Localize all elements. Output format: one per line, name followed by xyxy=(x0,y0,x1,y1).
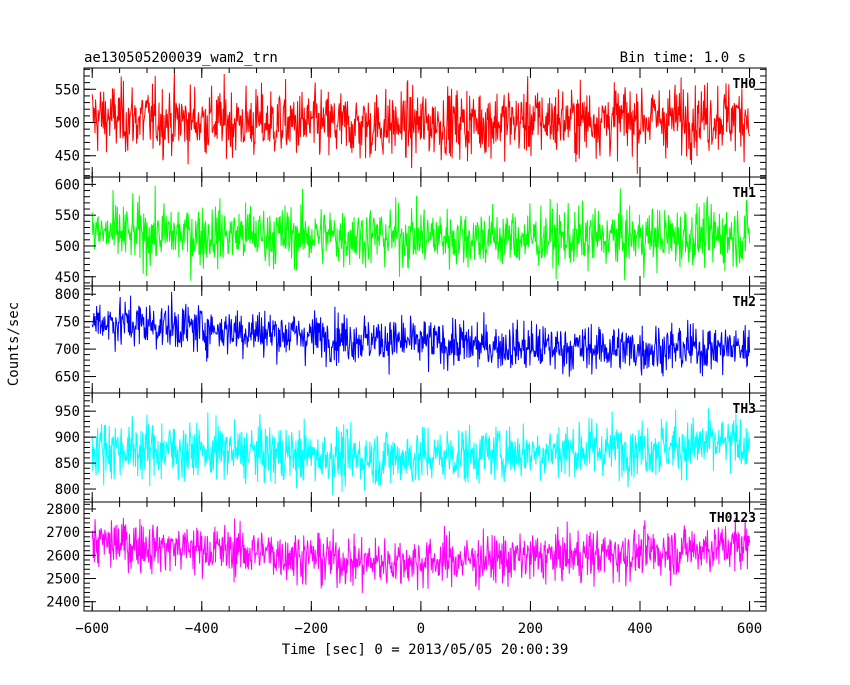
channel-label-th0: TH0 xyxy=(733,77,757,92)
x-tick-label: 0 xyxy=(417,621,425,637)
series-line-th0123 xyxy=(91,517,751,593)
channel-label-th2: TH2 xyxy=(733,295,756,310)
y-tick-label: 2600 xyxy=(46,548,80,564)
y-tick-label: 850 xyxy=(55,456,80,472)
channel-label-th1: TH1 xyxy=(733,186,757,201)
panel-th0: 450 500 550 TH0 xyxy=(55,67,767,178)
channel-label-th0123: TH0123 xyxy=(709,511,756,526)
panel-th2: 650 700 750 800 TH2 xyxy=(55,285,767,394)
y-tick-label: 500 xyxy=(55,116,80,132)
x-tick-label: −600 xyxy=(75,621,109,637)
panels-group: 450 500 550 TH0 450 500 550 600 TH1 650 700 750 800 T… xyxy=(46,67,767,637)
y-tick-label: 550 xyxy=(55,208,80,224)
y-tick-label: 750 xyxy=(55,315,80,331)
x-tick-label: 600 xyxy=(737,621,762,637)
y-tick-label: 450 xyxy=(55,270,80,286)
y-tick-label: 900 xyxy=(55,430,80,446)
x-tick-label: −200 xyxy=(294,621,328,637)
y-tick-label: 600 xyxy=(55,177,80,193)
series-line-th3 xyxy=(91,408,751,496)
channel-label-th3: TH3 xyxy=(733,402,756,417)
y-tick-label: 800 xyxy=(55,287,80,303)
x-tick-label: 200 xyxy=(518,621,543,637)
series-line-th0 xyxy=(91,72,751,174)
panel-th3: 800 850 900 950 TH3 xyxy=(55,392,767,503)
y-tick-label: 700 xyxy=(55,342,80,358)
y-tick-label: 2800 xyxy=(46,502,80,518)
bin-time-label: Bin time: 1.0 s xyxy=(620,50,746,66)
x-axis-label: Time [sec] 0 = 2013/05/05 20:00:39 xyxy=(282,642,569,658)
y-tick-label: 950 xyxy=(55,404,80,420)
y-tick-label: 550 xyxy=(55,82,80,98)
y-tick-label: 2400 xyxy=(46,595,80,611)
panel-th1: 450 500 550 600 TH1 xyxy=(55,176,767,287)
y-tick-label: 2700 xyxy=(46,525,80,541)
y-tick-label: 650 xyxy=(55,370,80,386)
y-tick-label: 500 xyxy=(55,239,80,255)
y-tick-label: 2500 xyxy=(46,572,80,588)
series-line-th2 xyxy=(91,291,751,377)
y-axis-label: Counts/sec xyxy=(6,302,22,386)
chart-title: ae130505200039_wam2_trn xyxy=(84,50,278,66)
panel-frame xyxy=(83,176,767,287)
y-tick-label: 800 xyxy=(55,482,80,498)
x-tick-label: −400 xyxy=(185,621,219,637)
y-tick-label: 450 xyxy=(55,149,80,165)
series-line-th1 xyxy=(91,185,751,281)
panel-frame xyxy=(83,501,767,612)
panel-th0123: 2400 2500 2600 2700 2800 TH0123 xyxy=(46,501,767,612)
x-tick-label: 400 xyxy=(627,621,652,637)
